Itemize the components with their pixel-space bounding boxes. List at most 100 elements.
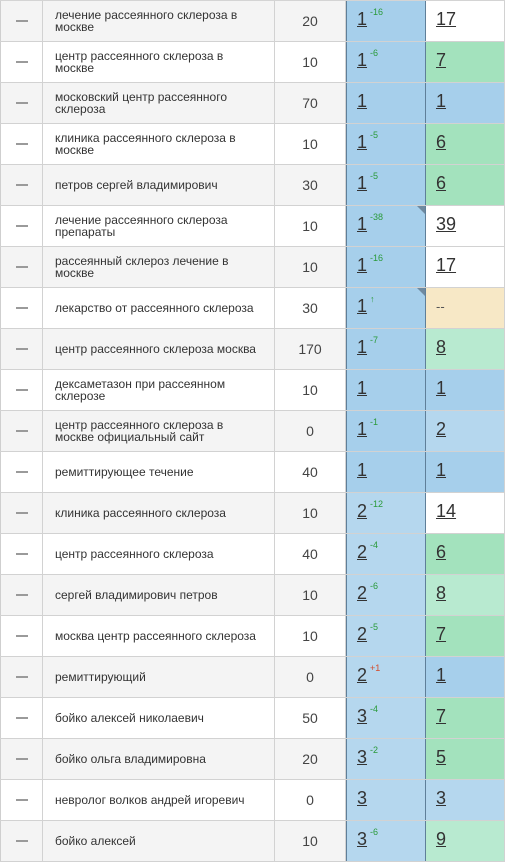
row-toggle[interactable] — [0, 739, 43, 779]
position-link-previous[interactable]: 9 — [436, 829, 447, 849]
frequency-cell: 10 — [275, 575, 346, 615]
row-toggle[interactable] — [0, 411, 43, 451]
position-link-previous[interactable]: 7 — [436, 706, 447, 726]
position-link-previous[interactable]: 8 — [436, 337, 447, 357]
row-toggle[interactable] — [0, 206, 43, 246]
keyword-text: дексаметазон при рассеянном склерозе — [55, 377, 226, 403]
position-link[interactable]: 1 — [357, 337, 368, 357]
row-toggle[interactable] — [0, 493, 43, 533]
row-toggle[interactable] — [0, 370, 43, 410]
row-toggle[interactable] — [0, 534, 43, 574]
position-change: -5 — [370, 130, 379, 140]
row-toggle[interactable] — [0, 165, 43, 205]
position-cell: 3 — [346, 780, 426, 820]
position-link[interactable]: 3 — [357, 747, 368, 767]
keyword-text: центр рассеянного склероза в москве офиц… — [55, 418, 224, 444]
position-link[interactable]: 1 — [357, 132, 368, 152]
position-link-previous[interactable]: 6 — [436, 542, 447, 562]
position-link-previous[interactable]: 7 — [436, 624, 447, 644]
keyword-text: лечение рассеянного склероза в москве — [55, 8, 238, 34]
corner-marker-icon — [417, 288, 425, 296]
position-link[interactable]: 3 — [357, 829, 368, 849]
row-toggle[interactable] — [0, 616, 43, 656]
position-link[interactable]: 1 — [357, 9, 368, 29]
keyword-cell: петров сергей владимирович — [43, 165, 275, 205]
row-toggle[interactable] — [0, 452, 43, 492]
keyword-text: бойко ольга владимировна — [55, 752, 206, 766]
position-link[interactable]: 3 — [357, 788, 368, 808]
position-link-previous[interactable]: 8 — [436, 583, 447, 603]
row-toggle[interactable] — [0, 42, 43, 82]
row-toggle[interactable] — [0, 288, 43, 328]
frequency-cell: 50 — [275, 698, 346, 738]
position-link[interactable]: 1 — [357, 173, 368, 193]
position-link-previous[interactable]: 6 — [436, 132, 447, 152]
position-link-previous[interactable]: 3 — [436, 788, 447, 808]
keyword-cell: центр рассеянного склероза в москве — [43, 42, 275, 82]
row-toggle[interactable] — [0, 698, 43, 738]
position-link[interactable]: 1 — [357, 460, 368, 480]
position-change: -6 — [370, 581, 379, 591]
position-link[interactable]: 2 — [357, 542, 368, 562]
dash-icon — [16, 471, 28, 473]
row-toggle[interactable] — [0, 124, 43, 164]
table-row: петров сергей владимирович 30 1 -5 6 — [0, 165, 505, 206]
position-link-previous[interactable]: 39 — [436, 214, 457, 234]
position-link[interactable]: 1 — [357, 378, 368, 398]
position-cell-previous: 7 — [426, 616, 505, 656]
position-link[interactable]: 1 — [357, 419, 368, 439]
row-toggle[interactable] — [0, 575, 43, 615]
position-link-previous[interactable]: 17 — [436, 9, 457, 29]
keyword-text: центр рассеянного склероза в москве — [55, 49, 224, 75]
position-cell: 1 -5 — [346, 124, 426, 164]
keyword-text: клиника рассеянного склероза в москве — [55, 131, 236, 157]
position-link[interactable]: 2 — [357, 665, 368, 685]
dash-icon — [16, 594, 28, 596]
frequency-cell: 10 — [275, 247, 346, 287]
keyword-text: центр рассеянного склероза — [55, 547, 214, 561]
position-link[interactable]: 1 — [357, 214, 368, 234]
table-row: рассеянный склероз лечение в москве 10 1 -1… — [0, 247, 505, 288]
position-change: -5 — [370, 622, 379, 632]
row-toggle[interactable] — [0, 247, 43, 287]
position-cell-previous: 1 — [426, 83, 505, 123]
table-row: московский центр рассеянного склероза 70 1… — [0, 83, 505, 124]
position-link-previous[interactable]: 1 — [436, 665, 447, 685]
row-toggle[interactable] — [0, 329, 43, 369]
position-link-previous[interactable]: 1 — [436, 91, 447, 111]
dash-icon — [16, 307, 28, 309]
position-link-previous[interactable]: 2 — [436, 419, 447, 439]
position-link-previous[interactable]: 6 — [436, 173, 447, 193]
position-link[interactable]: 2 — [357, 583, 368, 603]
position-link[interactable]: 2 — [357, 624, 368, 644]
position-link-previous[interactable]: 1 — [436, 378, 447, 398]
position-link[interactable]: 3 — [357, 706, 368, 726]
row-toggle[interactable] — [0, 780, 43, 820]
position-link[interactable]: 1 — [357, 91, 368, 111]
position-link[interactable]: 2 — [357, 501, 368, 521]
row-toggle[interactable] — [0, 1, 43, 41]
position-link-previous[interactable]: 5 — [436, 747, 447, 767]
position-cell: 1 ↑ — [346, 288, 426, 328]
keyword-text: московский центр рассеянного склероза — [55, 90, 227, 116]
position-cell: 1 -7 — [346, 329, 426, 369]
position-link-previous[interactable]: 14 — [436, 501, 457, 521]
position-link[interactable]: 1 — [357, 255, 368, 275]
position-link[interactable]: 1 — [357, 296, 368, 316]
keyword-cell: лекарство от рассеянного склероза — [43, 288, 275, 328]
position-link-previous[interactable]: 1 — [436, 460, 447, 480]
position-change: -4 — [370, 704, 379, 714]
row-toggle[interactable] — [0, 821, 43, 861]
row-toggle[interactable] — [0, 657, 43, 697]
dash-icon — [16, 102, 28, 104]
keyword-text: петров сергей владимирович — [55, 178, 218, 192]
position-cell-previous: 6 — [426, 534, 505, 574]
keyword-text: бойко алексей николаевич — [55, 711, 204, 725]
position-link[interactable]: 1 — [357, 50, 368, 70]
frequency-cell: 30 — [275, 165, 346, 205]
position-link-previous[interactable]: 17 — [436, 255, 457, 275]
position-link-previous[interactable]: 7 — [436, 50, 447, 70]
keyword-text: ремиттирующее течение — [55, 465, 194, 479]
keyword-cell: сергей владимирович петров — [43, 575, 275, 615]
row-toggle[interactable] — [0, 83, 43, 123]
